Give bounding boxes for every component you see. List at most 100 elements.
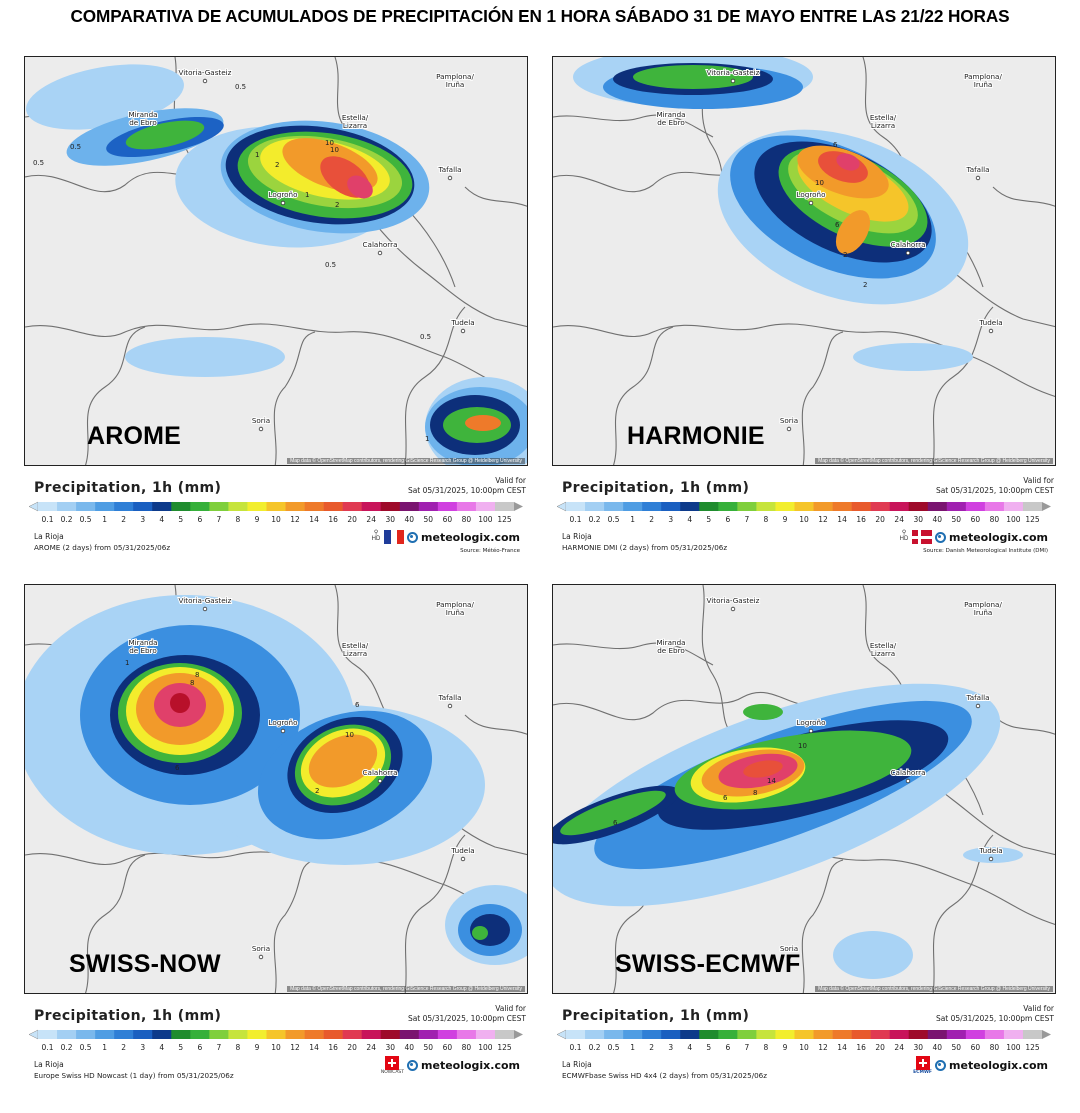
scale-swatch bbox=[1003, 502, 1024, 511]
valid-for: Valid for Sat 05/31/2025, 10:00pm CEST bbox=[408, 1004, 526, 1024]
scale-swatch bbox=[114, 502, 134, 511]
city-marker bbox=[880, 123, 886, 129]
model-name-label: HARMONIE bbox=[627, 422, 765, 450]
scale-tick-label: 0.1 bbox=[570, 1043, 582, 1052]
region-border bbox=[553, 323, 1055, 397]
ecmwf-badge: ECMWF bbox=[913, 1069, 933, 1075]
scale-swatch bbox=[437, 1030, 458, 1039]
scale-tick-label: 3 bbox=[140, 515, 145, 524]
scale-swatch bbox=[718, 502, 738, 511]
scale-swatch bbox=[209, 502, 229, 511]
region-border bbox=[553, 642, 714, 666]
contour-label: 2 bbox=[335, 201, 339, 209]
scale-swatch bbox=[494, 1030, 515, 1039]
scale-swatch bbox=[57, 1030, 77, 1039]
source-label: Source: Danish Meteorological Institute … bbox=[923, 548, 1048, 554]
scale-swatch bbox=[38, 502, 58, 511]
scale-swatch bbox=[38, 1030, 58, 1039]
valid-for: Valid for Sat 05/31/2025, 10:00pm CEST bbox=[408, 476, 526, 496]
scale-tick-label: 30 bbox=[385, 1043, 395, 1052]
model-info: HARMONIE DMI (2 days) from 05/31/2025/06… bbox=[562, 543, 728, 552]
city-label: Tafalla bbox=[966, 693, 990, 702]
city-label: Lizarra bbox=[343, 121, 367, 130]
scale-tick-label: 24 bbox=[366, 1043, 376, 1052]
scale-swatch bbox=[95, 1030, 115, 1039]
meteologix-logo-icon bbox=[935, 1059, 947, 1071]
scale-swatch bbox=[475, 1030, 496, 1039]
map-view[interactable]: 0.5 0.5 0.5 1 2 10 10 1 2 0.5 0.5 1 Vitoria-Gasteiz M… bbox=[24, 56, 528, 466]
scale-swatch bbox=[642, 502, 662, 511]
legend: Precipitation, 1h (mm) Valid for Sat 05/… bbox=[24, 994, 528, 1090]
scale-swatch bbox=[566, 1030, 586, 1039]
scale-tick-label: 60 bbox=[443, 1043, 453, 1052]
city-marker bbox=[668, 648, 674, 654]
precip-area bbox=[170, 693, 190, 713]
scale-tick-label: 4 bbox=[687, 515, 692, 524]
scale-swatch bbox=[1022, 502, 1043, 511]
scale-tick-label: 14 bbox=[309, 1043, 319, 1052]
city-label: Calahorra bbox=[363, 240, 398, 249]
city-label: Iruña bbox=[974, 80, 993, 89]
city-label: Vitoria-Gasteiz bbox=[707, 68, 760, 77]
scale-swatch bbox=[756, 502, 776, 511]
scale-tick-label: 14 bbox=[309, 515, 319, 524]
city-marker bbox=[460, 328, 466, 334]
scale-tick-label: 0.2 bbox=[61, 1043, 73, 1052]
brand[interactable]: ⚲ HD meteologix.com bbox=[899, 528, 1048, 546]
scale-tick-label: 0.5 bbox=[80, 515, 92, 524]
brand[interactable]: ECMWF meteologix.com bbox=[913, 1055, 1048, 1075]
scale-swatch bbox=[908, 502, 929, 511]
precip-area bbox=[835, 210, 871, 254]
scale-swatch bbox=[946, 502, 967, 511]
scale-arrow-right bbox=[1042, 502, 1051, 511]
scale-arrow-left bbox=[556, 501, 567, 512]
scale-swatch bbox=[623, 502, 643, 511]
precip-area bbox=[125, 337, 285, 377]
scale-arrow-left bbox=[556, 1029, 567, 1040]
scale-tick-label: 10 bbox=[271, 1043, 281, 1052]
scale-arrow-right bbox=[514, 502, 523, 511]
city-label: Tudela bbox=[978, 318, 1002, 327]
city-marker bbox=[786, 954, 792, 960]
precip-area bbox=[633, 65, 753, 89]
city-marker bbox=[202, 606, 208, 612]
precip-area bbox=[963, 847, 1023, 863]
scale-swatch bbox=[342, 1030, 362, 1039]
scale-tick-label: 2 bbox=[121, 515, 126, 524]
scale-swatch bbox=[965, 1030, 986, 1039]
city-label: Tafalla bbox=[966, 165, 990, 174]
panel-swiss-now: 1 8 6 10 6 2 8 Vitoria-Gasteiz Miranda de Ebro Pam… bbox=[24, 584, 528, 1090]
scale-tick-label: 50 bbox=[424, 1043, 434, 1052]
scale-tick-label: 3 bbox=[668, 515, 673, 524]
map-view[interactable]: 1 8 6 10 6 2 8 Vitoria-Gasteiz Miranda de Ebro Pam… bbox=[24, 584, 528, 994]
scale-swatch bbox=[699, 502, 719, 511]
scale-swatch bbox=[813, 1030, 833, 1039]
map-view[interactable]: 10 6 2 6 2 Vitoria-Gasteiz Miranda de Ebro Pampl… bbox=[552, 56, 1056, 466]
region-border bbox=[612, 326, 674, 465]
contour-label: 0.5 bbox=[235, 83, 246, 91]
city-marker bbox=[447, 703, 453, 709]
city-label: Tudela bbox=[450, 318, 474, 327]
scale-tick-label: 12 bbox=[290, 515, 300, 524]
city-label: Soria bbox=[780, 416, 798, 425]
scale-swatch bbox=[870, 1030, 890, 1039]
map-view[interactable]: 10 14 8 6 6 Vitoria-Gasteiz Miranda de Ebro Pamp… bbox=[552, 584, 1056, 994]
scale-tick-label: 2 bbox=[121, 1043, 126, 1052]
scale-swatch bbox=[718, 1030, 738, 1039]
scale-swatch bbox=[380, 1030, 401, 1039]
brand-name: meteologix.com bbox=[421, 1058, 520, 1072]
brand[interactable]: NOWCAST meteologix.com bbox=[381, 1055, 520, 1075]
model-name-label: AROME bbox=[87, 422, 182, 450]
scale-swatch bbox=[323, 502, 343, 511]
city-label: Pamplona/ bbox=[964, 600, 1002, 609]
scale-tick-label: 8 bbox=[764, 1043, 769, 1052]
city-marker bbox=[668, 120, 674, 126]
scale-tick-label: 6 bbox=[725, 515, 730, 524]
city-marker bbox=[808, 728, 814, 734]
brand[interactable]: ⚲ HD meteologix.com bbox=[371, 528, 520, 546]
city-label: Soria bbox=[252, 416, 270, 425]
scale-swatch bbox=[114, 1030, 134, 1039]
city-marker bbox=[258, 426, 264, 432]
scale-tick-label: 12 bbox=[818, 1043, 828, 1052]
meteologix-logo-icon bbox=[935, 531, 947, 543]
